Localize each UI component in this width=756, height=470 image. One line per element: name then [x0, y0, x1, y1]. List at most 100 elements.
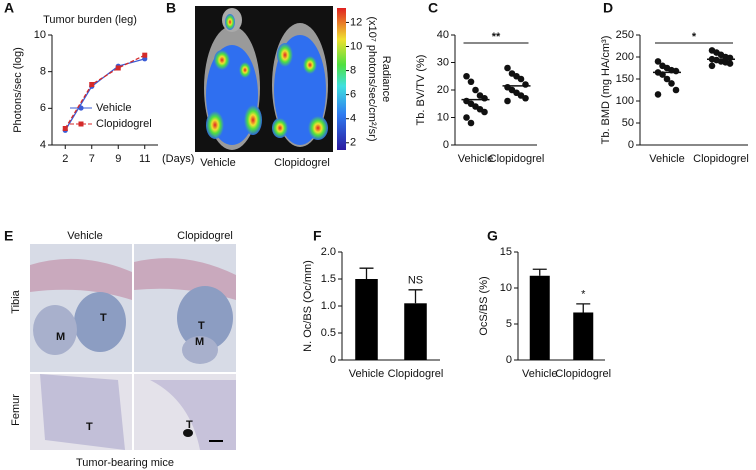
y-tick-label: 40: [437, 29, 449, 41]
y-tick-label: 6: [40, 102, 46, 114]
colorbar-label: Radiance: [380, 56, 392, 102]
legend-marker: [78, 105, 84, 111]
y-tick-label: 15: [500, 246, 512, 258]
colorbar-tick-label: 2: [350, 137, 356, 149]
x-tick-label: Clopidogrel: [489, 153, 545, 165]
region-label: M: [56, 331, 65, 343]
y-tick-label: 10: [500, 282, 512, 294]
x-tick-label: Clopidogrel: [555, 368, 611, 380]
y-tick-label: 1.0: [321, 300, 336, 312]
y-tick-label: 2.0: [321, 246, 336, 258]
colorbar-tick-label: 6: [350, 89, 356, 101]
panel-letter: C: [428, 0, 438, 16]
panel-letter: B: [166, 0, 176, 16]
y-axis-label: Photons/sec (log): [12, 47, 24, 133]
colorbar-tick-label: 12: [350, 16, 362, 28]
y-tick-label: 250: [616, 29, 634, 41]
legend-marker: [78, 121, 84, 127]
significance: **: [492, 31, 501, 43]
x-tick-label: 7: [89, 153, 95, 165]
x-axis-label: (Days): [162, 153, 194, 165]
point: [481, 108, 488, 116]
point: [654, 91, 662, 98]
panel-letter: F: [313, 228, 322, 244]
point: [504, 97, 511, 105]
y-tick-label: 20: [437, 84, 449, 96]
point: [142, 52, 148, 58]
colorbar: [337, 8, 346, 150]
x-tick-label: Vehicle: [649, 153, 684, 165]
annotation: *: [581, 289, 586, 301]
region-label: T: [100, 312, 107, 324]
x-tick-label: Vehicle: [522, 368, 557, 380]
y-tick-label: 150: [616, 73, 634, 85]
point: [481, 94, 488, 102]
column-header: Vehicle: [67, 230, 102, 242]
y-tick-label: 0: [443, 139, 449, 151]
y-tick-label: 30: [437, 56, 449, 68]
bioluminescence-image: [195, 6, 333, 152]
panel-letter: E: [4, 228, 13, 244]
x-tick-label: 2: [62, 153, 68, 165]
y-tick-label: 100: [616, 95, 634, 107]
y-tick-label: 0: [506, 354, 512, 366]
x-tick-label: 11: [139, 153, 150, 165]
bar: [529, 275, 550, 360]
point: [522, 94, 529, 102]
region-label: M: [195, 336, 204, 348]
point: [672, 67, 680, 75]
region-label: T: [86, 421, 93, 433]
point: [115, 65, 121, 71]
x-tick-label: 9: [115, 153, 121, 165]
y-axis-label: N. Oc/BS (Oc/mm): [302, 260, 314, 352]
bar: [573, 312, 594, 360]
point: [668, 80, 675, 87]
point: [467, 119, 475, 127]
error-bar: [576, 303, 591, 313]
y-tick-label: 0: [330, 354, 336, 366]
colorbar-tick-label: 4: [350, 113, 356, 125]
image-label: Vehicle: [200, 157, 235, 169]
y-tick-label: 200: [616, 51, 634, 63]
y-tick-label: 50: [622, 117, 634, 129]
point: [89, 82, 95, 87]
error-bar: [359, 267, 374, 279]
error-bar: [408, 289, 423, 304]
point: [472, 86, 479, 94]
point: [708, 62, 716, 70]
y-axis-label: Tb. BMD (mg HA/cm³): [600, 36, 612, 145]
y-tick-label: 5: [506, 318, 512, 330]
panel-letter: A: [4, 0, 14, 16]
histology-images: [30, 244, 236, 450]
series-line: [64, 54, 146, 129]
y-tick-label: 10: [34, 29, 46, 41]
y-tick-label: 4: [40, 139, 46, 151]
y-tick-label: 10: [437, 111, 449, 123]
point: [463, 114, 470, 121]
error-bar: [532, 268, 547, 276]
point: [726, 60, 734, 67]
y-tick-label: 1.5: [321, 273, 336, 285]
y-tick-label: 8: [40, 66, 46, 78]
colorbar-units: (x10⁷ photons/sec/cm²/sr): [366, 16, 378, 141]
point: [663, 75, 671, 83]
point: [522, 81, 529, 88]
x-tick-label: Clopidogrel: [388, 368, 444, 380]
region-label: T: [198, 320, 205, 332]
bar: [355, 279, 378, 360]
y-axis-label: OcS/BS (%): [478, 276, 490, 335]
point: [463, 72, 470, 80]
colorbar-tick-label: 10: [350, 40, 362, 52]
column-header: Clopidogrel: [177, 230, 233, 242]
point: [654, 58, 662, 65]
panel-letter: D: [603, 0, 613, 16]
row-header: Femur: [10, 394, 22, 426]
point: [467, 78, 475, 86]
image-label: Clopidogrel: [274, 157, 330, 169]
x-tick-label: Vehicle: [458, 153, 493, 165]
chart-title: Tumor burden (leg): [43, 14, 137, 26]
colorbar-tick-label: 8: [350, 64, 356, 76]
point: [504, 64, 511, 72]
